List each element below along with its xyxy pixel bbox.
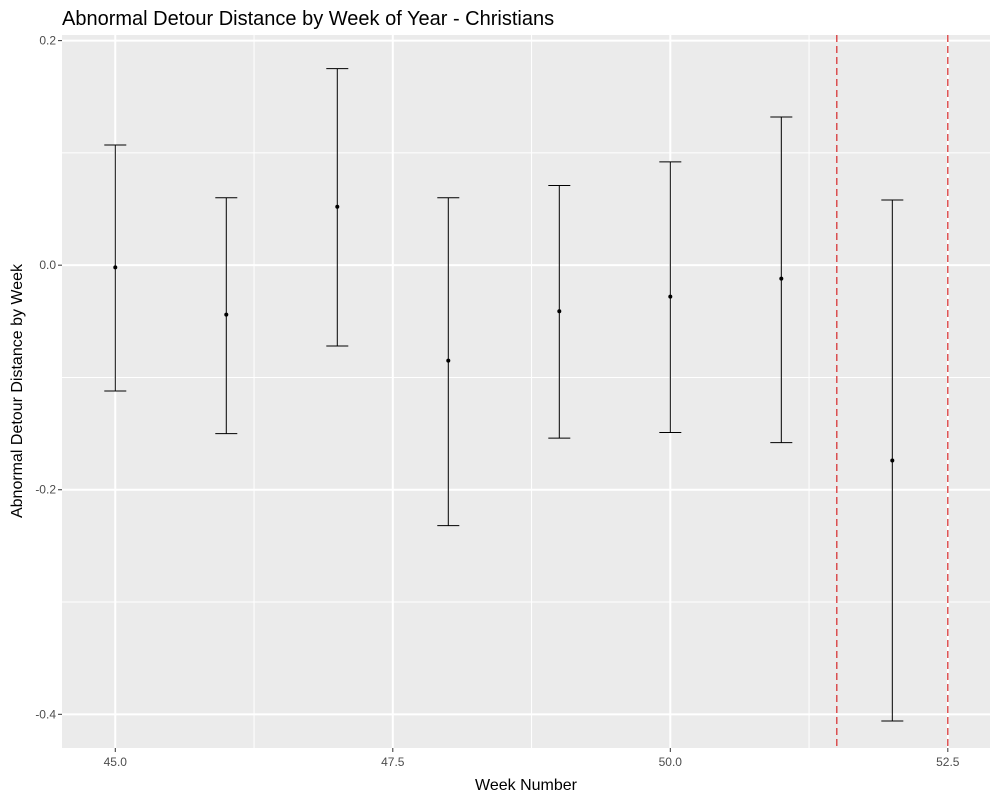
x-tick-label: 52.5 [936, 755, 960, 769]
x-tick-label: 47.5 [381, 755, 405, 769]
y-tick-label: 0.2 [39, 34, 56, 48]
x-axis-ticks: 45.0 47.5 50.0 52.5 [104, 748, 960, 769]
data-point [224, 312, 229, 317]
data-point [890, 458, 895, 463]
y-axis-title: Abnormal Detour Distance by Week [9, 263, 26, 518]
data-points [113, 204, 895, 463]
x-tick-label: 50.0 [659, 755, 683, 769]
data-point [668, 294, 673, 299]
y-tick-label: 0.0 [39, 258, 56, 272]
data-point [557, 309, 562, 314]
data-point [779, 276, 784, 281]
x-axis-title: Week Number [475, 777, 578, 794]
plot-panel [62, 35, 990, 748]
grid-minor [62, 35, 990, 748]
y-tick-label: -0.2 [35, 483, 56, 497]
data-point [113, 265, 118, 270]
x-tick-label: 45.0 [104, 755, 128, 769]
y-tick-label: -0.4 [35, 707, 56, 721]
chart-title: Abnormal Detour Distance by Week of Year… [62, 8, 554, 30]
y-axis-ticks: 0.2 0.0 -0.2 -0.4 [35, 34, 62, 721]
reference-lines [836, 35, 949, 748]
data-point [446, 358, 451, 363]
data-point [335, 204, 340, 209]
